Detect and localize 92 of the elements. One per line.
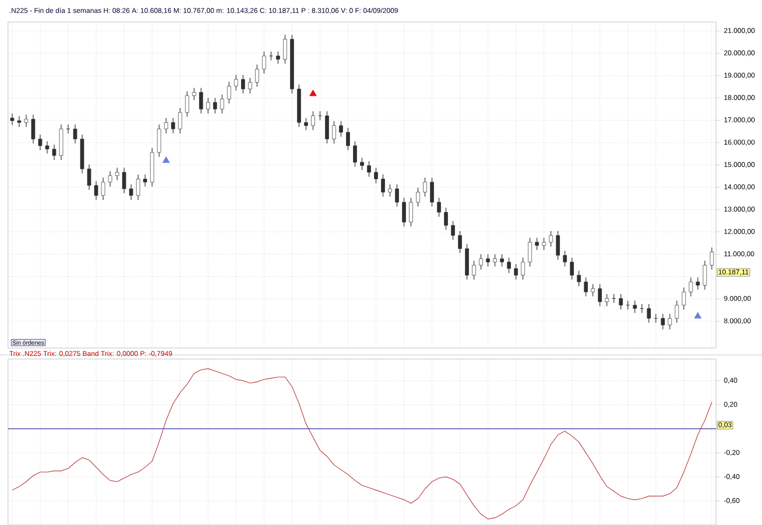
candlestick [618, 294, 623, 310]
point [309, 90, 317, 96]
candlestick [388, 184, 392, 197]
candlestick [506, 257, 511, 274]
candlestick [262, 51, 266, 74]
candlestick [696, 277, 700, 290]
candlestick [674, 300, 679, 324]
candlestick [24, 114, 28, 128]
candlestick [478, 254, 483, 270]
candlestick [255, 64, 260, 88]
candlestick [234, 74, 238, 91]
candlestick [192, 88, 196, 100]
candlestick [248, 77, 252, 94]
candlestick [213, 98, 218, 114]
candlestick [514, 264, 518, 280]
candlestick [339, 120, 343, 138]
candlestick [178, 108, 182, 134]
candlestick [702, 260, 707, 290]
candlestick [115, 167, 120, 180]
candlestick [31, 114, 36, 144]
candlestick [136, 174, 140, 200]
candlestick [52, 144, 56, 160]
point [162, 156, 170, 163]
candlestick [604, 294, 609, 307]
candlestick [283, 34, 287, 64]
candlestick [164, 118, 168, 134]
candlestick [101, 177, 106, 200]
candlestick [304, 118, 308, 130]
candlestick [444, 207, 448, 230]
candlestick [451, 220, 455, 240]
candlestick [276, 51, 280, 64]
candlestick [668, 313, 672, 330]
candlestick [534, 237, 539, 250]
candlestick [17, 116, 22, 128]
candlestick [381, 174, 385, 197]
candlestick [598, 284, 602, 307]
candlestick [570, 257, 574, 280]
candlestick [332, 120, 336, 144]
candlestick [409, 197, 413, 227]
candlestick [73, 124, 78, 144]
candlestick [395, 184, 399, 208]
candlestick [143, 174, 148, 187]
candlestick [682, 287, 686, 310]
candlestick [108, 170, 112, 187]
candlestick [360, 157, 364, 170]
candlestick [528, 237, 532, 267]
candlestick [437, 197, 441, 218]
point [694, 312, 702, 318]
candlestick [492, 254, 497, 267]
candlestick [500, 254, 504, 267]
candlestick [311, 110, 315, 130]
candlestick [542, 237, 546, 250]
candlestick [94, 180, 98, 200]
candlestick [556, 230, 560, 260]
candlestick [157, 124, 162, 158]
candlestick [423, 177, 427, 197]
candlestick [632, 300, 637, 314]
candlestick [325, 110, 329, 144]
candlestick [87, 164, 92, 190]
candlestick [10, 113, 14, 126]
candlestick [45, 140, 50, 154]
candlestick [199, 88, 204, 114]
candlestick [374, 167, 378, 184]
candlestick [548, 230, 553, 247]
candlestick [227, 81, 232, 104]
candlestick [430, 177, 434, 208]
candlestick [472, 260, 476, 280]
candlestick [367, 160, 371, 178]
candlestick [416, 187, 420, 208]
candlestick [660, 313, 665, 330]
candlestick [486, 254, 490, 267]
candlestick [520, 257, 525, 280]
candlestick [458, 230, 462, 254]
candlestick [122, 167, 126, 194]
candlestick [562, 250, 567, 267]
candlestick [206, 98, 210, 114]
candlestick [38, 134, 42, 151]
candlestick [353, 140, 357, 168]
candlestick [576, 270, 581, 287]
candlestick [129, 184, 134, 200]
candlestick [688, 277, 693, 297]
candlestick [220, 94, 224, 114]
candlestick [710, 247, 714, 270]
candlestick [402, 197, 406, 227]
candlestick [584, 277, 588, 297]
candlestick [171, 118, 176, 134]
candlestick [346, 127, 350, 151]
candlestick [590, 284, 595, 297]
candlestick [185, 90, 190, 118]
candlestick [241, 74, 246, 94]
candlestick [646, 304, 651, 324]
candlestick [269, 51, 274, 61]
